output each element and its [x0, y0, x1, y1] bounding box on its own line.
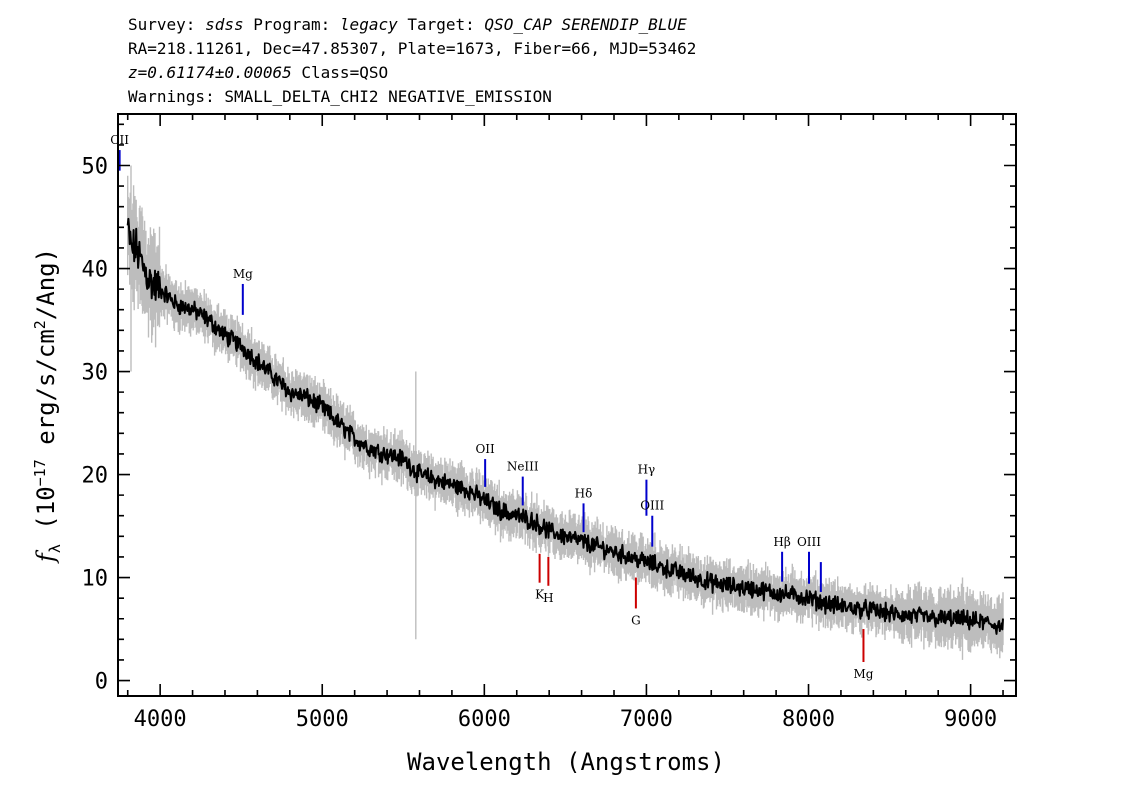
- x-axis-label: Wavelength (Angstroms): [407, 748, 725, 776]
- class-value: Class=QSO: [292, 63, 388, 82]
- line-marker-label: NeIII: [507, 460, 539, 474]
- line-marker-label: Hδ: [575, 486, 593, 500]
- line-marker-label: Hβ: [773, 535, 790, 549]
- line-marker-label: Mg: [233, 267, 253, 281]
- flux-line-path: [126, 217, 1004, 635]
- y-label-part: −17: [31, 459, 49, 486]
- flux-series: [126, 217, 1004, 635]
- y-tick-label: 30: [82, 361, 109, 386]
- y-tick-label: 20: [82, 464, 109, 489]
- y-label-part: erg/s/cm: [32, 329, 60, 459]
- y-label-part: λ: [46, 544, 64, 553]
- header-segment: Target:: [398, 15, 485, 34]
- y-tick-label: 50: [82, 155, 109, 180]
- line-marker-label: OIII: [640, 499, 664, 513]
- x-tick-label: 6000: [458, 707, 511, 732]
- y-tick-label: 40: [82, 258, 109, 283]
- header-segment: QSO_CAP SERENDIP_BLUE: [484, 15, 687, 34]
- y-tick-label: 0: [95, 670, 108, 695]
- emission-line-markers: CII Mg OII NeIII Hδ Hγ OIII Hβ OIII K H G Mg: [110, 133, 873, 681]
- x-tick-label: 5000: [296, 707, 349, 732]
- plot-area: CII Mg OII NeIII Hδ Hγ OIII Hβ OIII K H G Mg: [110, 133, 1004, 681]
- x-tick-label: 9000: [944, 707, 997, 732]
- line-marker-label: OIII: [797, 535, 821, 549]
- header-line-survey: Survey: sdss Program: legacy Target: QSO…: [128, 15, 687, 34]
- tick-marks: [118, 114, 1016, 696]
- line-marker-label: CII: [110, 133, 129, 147]
- redshift-value: z=0.61174±0.00065: [128, 63, 292, 82]
- header-segment: sdss: [205, 15, 244, 34]
- y-label-part: (10: [32, 486, 60, 544]
- x-tick-label: 4000: [134, 707, 187, 732]
- spectrum-header: Survey: sdss Program: legacy Target: QSO…: [128, 15, 696, 106]
- header-segment: Program:: [244, 15, 340, 34]
- axes: 4000 5000 6000 7000 8000 9000 0 10 20 30 40 50: [82, 113, 1017, 732]
- y-axis-label: fλ (10−17 erg/s/cm2/Ang): [31, 248, 64, 564]
- y-label-part: /Ang): [32, 248, 60, 320]
- y-tick-label: 10: [82, 567, 109, 592]
- line-marker-label: Hγ: [638, 463, 656, 477]
- y-label-part: 2: [31, 320, 49, 329]
- line-marker-label: OII: [475, 442, 495, 456]
- error-band-path: [127, 165, 1004, 660]
- plot-frame: [117, 113, 1017, 697]
- header-segment: Survey:: [128, 15, 205, 34]
- x-tick-label: 8000: [782, 707, 835, 732]
- error-band: [127, 165, 1004, 660]
- x-tick-label: 7000: [620, 707, 673, 732]
- header-line-redshift: z=0.61174±0.00065 Class=QSO: [128, 63, 388, 82]
- header-line-coordinates: RA=218.11261, Dec=47.85307, Plate=1673, …: [128, 39, 696, 58]
- header-line-warnings: Warnings: SMALL_DELTA_CHI2 NEGATIVE_EMIS…: [128, 87, 552, 106]
- line-marker-label: K: [535, 588, 545, 602]
- line-marker-label: H: [543, 591, 553, 605]
- line-marker-label: G: [631, 613, 641, 627]
- header-segment: legacy: [340, 15, 398, 34]
- line-marker-label: Mg: [853, 667, 873, 681]
